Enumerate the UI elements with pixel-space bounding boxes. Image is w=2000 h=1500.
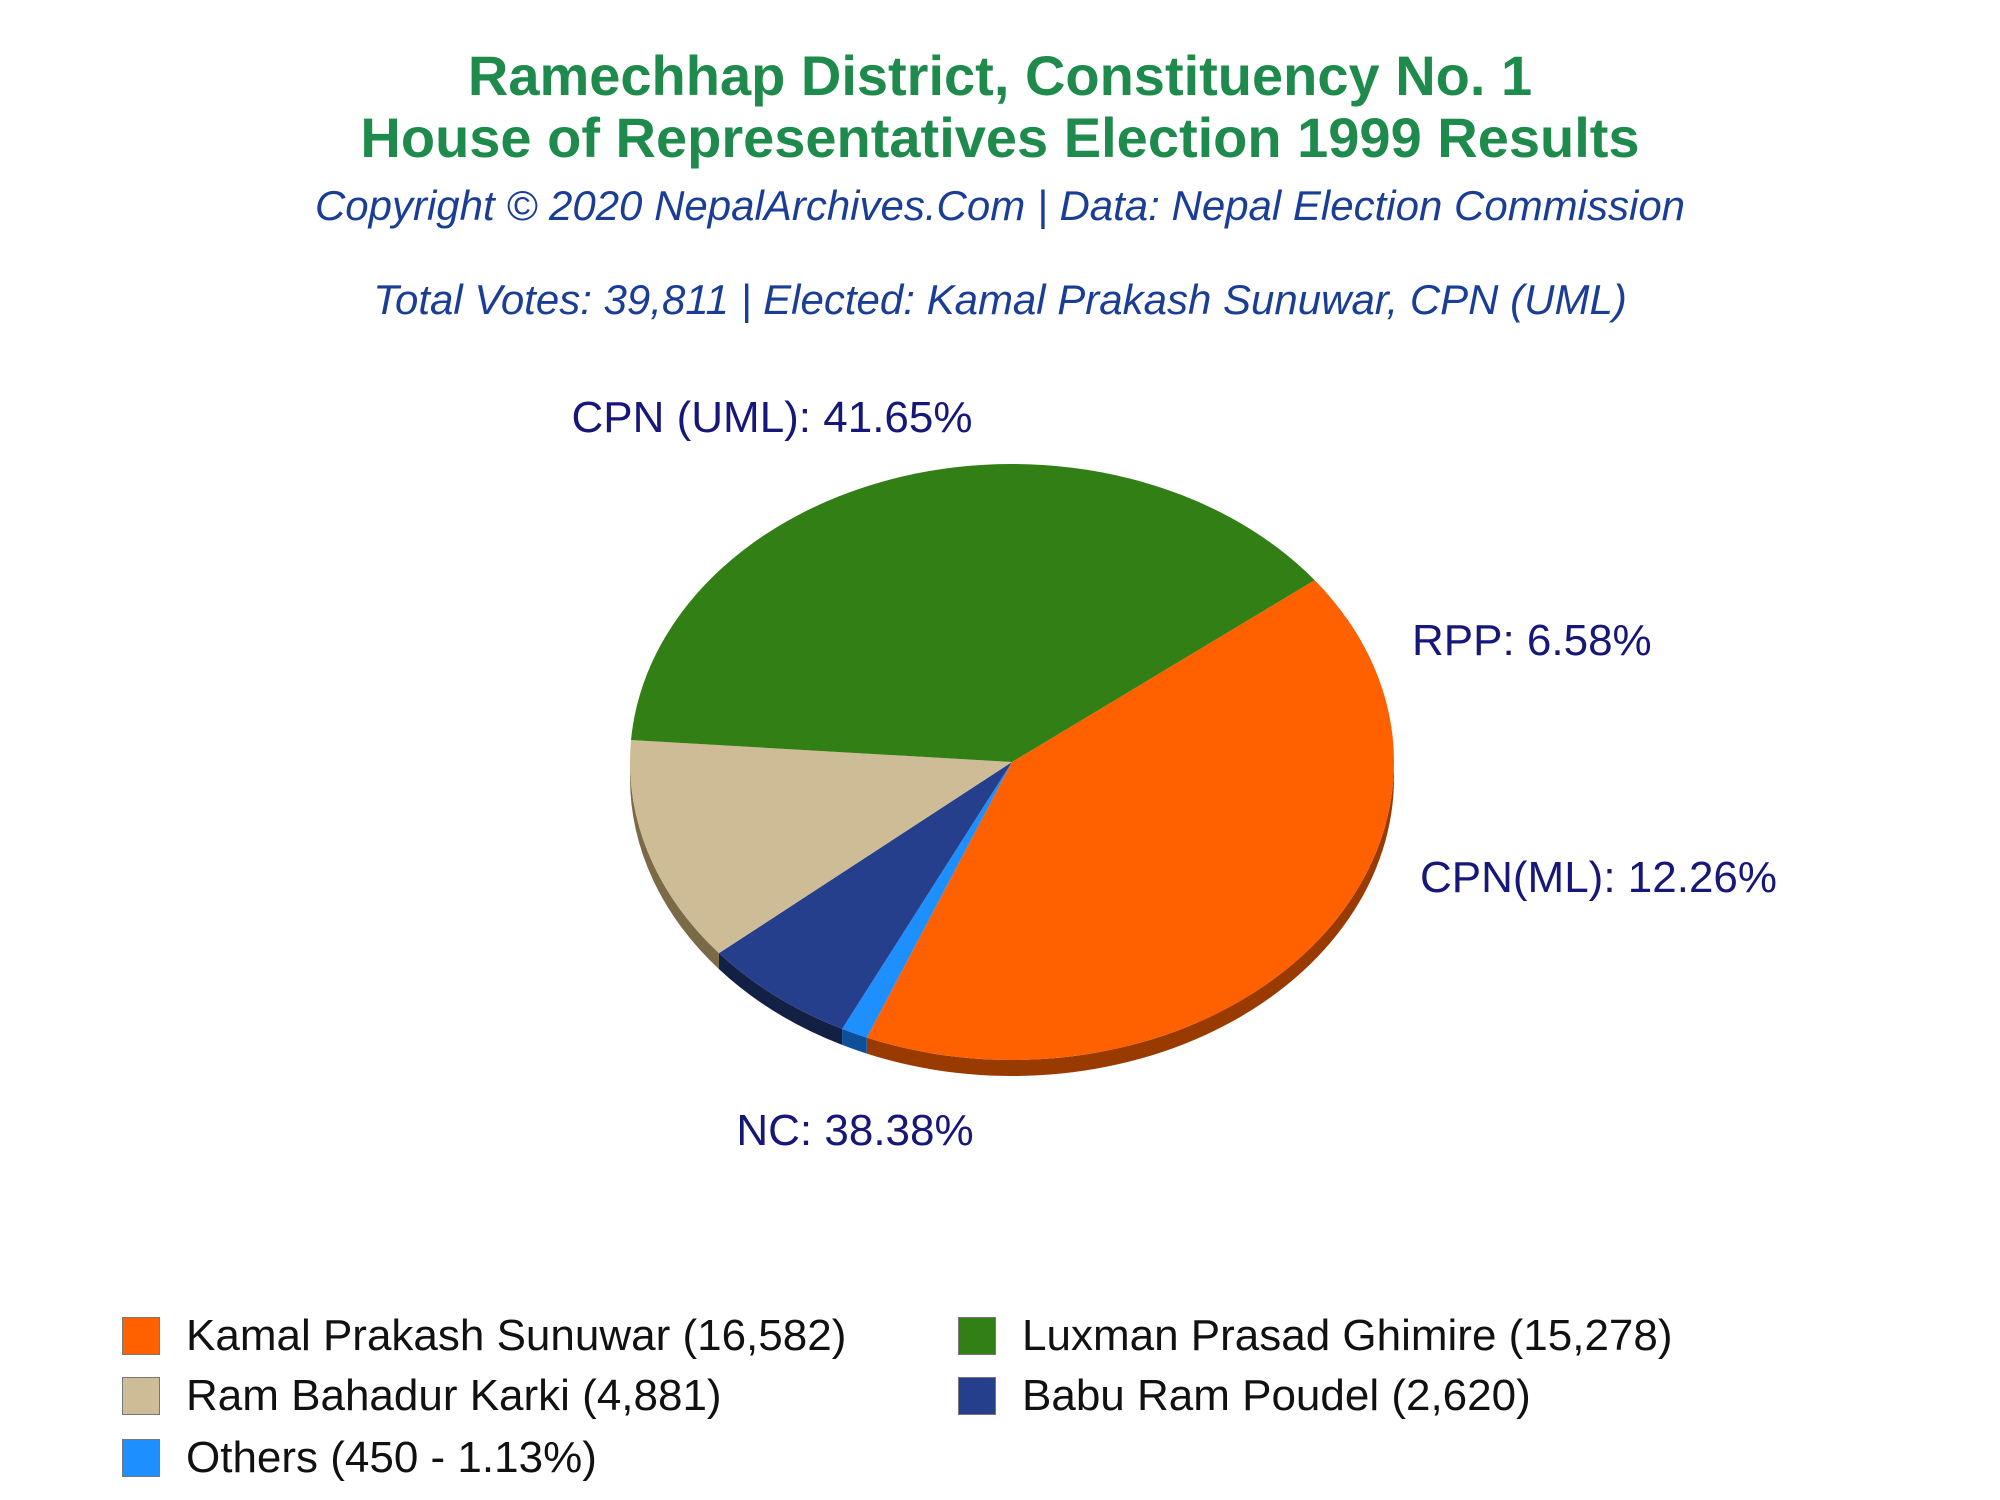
legend-swatch [122, 1317, 160, 1355]
legend-item: Kamal Prakash Sunuwar (16,582) [122, 1308, 846, 1364]
pie-slice-cpn-ml [630, 740, 1012, 954]
legend-label: Others (450 - 1.13%) [186, 1433, 597, 1482]
pie-slices [630, 464, 1395, 1060]
legend-item: Others (450 - 1.13%) [122, 1430, 597, 1486]
pie-depth [630, 762, 1394, 1077]
copyright-note: Copyright © 2020 NepalArchives.Com | Dat… [314, 182, 1686, 229]
pie-slice-rpp-side [718, 953, 843, 1045]
pie-slice-nc [631, 464, 1315, 762]
slice-label-cpn-uml: CPN (UML): 41.65% [571, 393, 972, 442]
slice-label-rpp: RPP: 6.58% [1412, 616, 1652, 665]
pie-slice-rpp [718, 762, 1012, 1029]
legend-item: Ram Bahadur Karki (4,881) [122, 1368, 722, 1424]
legend-item: Luxman Prasad Ghimire (15,278) [958, 1308, 1673, 1364]
legend-swatch [958, 1377, 996, 1415]
legend-swatch [122, 1439, 160, 1477]
pie-slice-cpn-uml [866, 580, 1395, 1060]
chart-title-line-1: Ramechhap District, Constituency No. 1 [467, 44, 1533, 107]
slice-label-nc: NC: 38.38% [736, 1106, 973, 1155]
legend-swatch [958, 1317, 996, 1355]
legend-swatch [122, 1377, 160, 1415]
legend-item: Babu Ram Poudel (2,620) [958, 1368, 1531, 1424]
legend-label: Babu Ram Poudel (2,620) [1022, 1371, 1531, 1420]
pie-slice-cpn-uml-side [866, 762, 1394, 1077]
slice-label-cpn-ml: CPN(ML): 12.26% [1420, 853, 1777, 902]
legend-label: Kamal Prakash Sunuwar (16,582) [186, 1311, 847, 1360]
chart-title-line-2: House of Representatives Election 1999 R… [360, 106, 1640, 169]
pie-slice-others-side [842, 1028, 867, 1054]
legend-label: Ram Bahadur Karki (4,881) [186, 1371, 722, 1420]
slice-labels: CPN (UML): 41.65% RPP: 6.58% CPN(ML): 12.2… [571, 393, 1777, 1155]
pie-slice-others [842, 762, 1012, 1038]
legend-label: Luxman Prasad Ghimire (15,278) [1022, 1311, 1673, 1360]
pie-slice-cpn-ml-side [630, 762, 719, 970]
election-summary: Total Votes: 39,811 | Elected: Kamal Pra… [373, 276, 1627, 323]
